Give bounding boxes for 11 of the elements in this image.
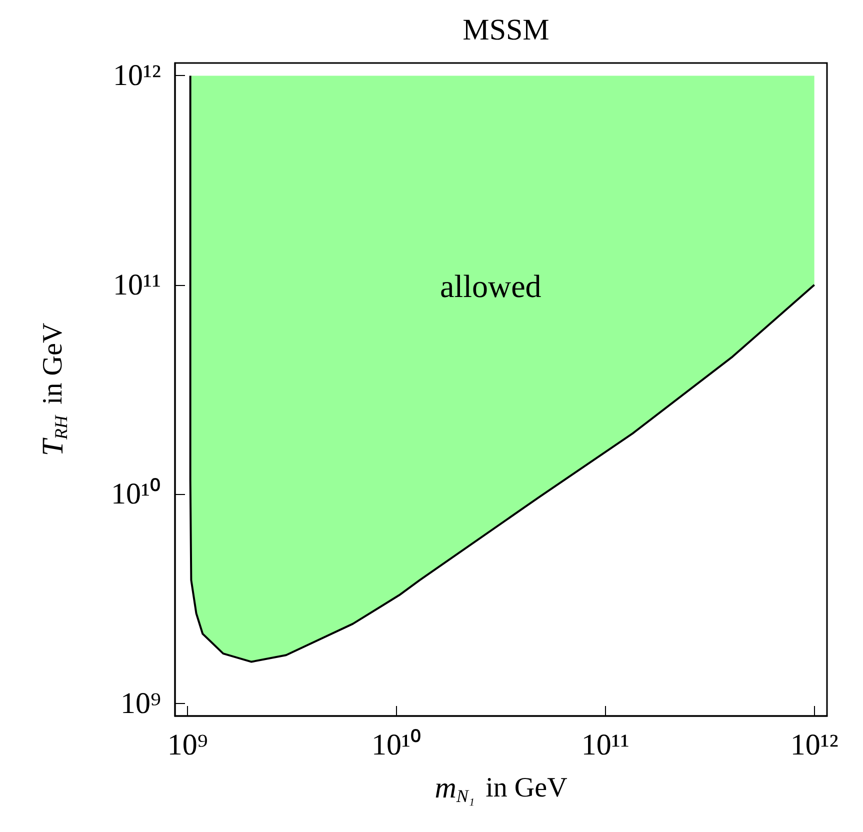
x-tick-label: 10⁹: [167, 728, 208, 762]
y-tick-label: 10¹⁰: [111, 478, 161, 511]
y-tick-label: 10¹²: [113, 59, 161, 92]
y-axis-title: TRH in GeV: [36, 322, 71, 456]
chart-title: MSSM: [462, 14, 550, 46]
x-tick-label: 10¹⁰: [372, 728, 422, 762]
annotation: allowed: [440, 268, 542, 304]
y-tick-label: 10¹¹: [113, 268, 161, 302]
x-tick-label: 10¹¹: [581, 728, 630, 762]
x-tick-label: 10¹²: [790, 728, 838, 762]
y-tick-label: 10⁹: [120, 686, 161, 720]
